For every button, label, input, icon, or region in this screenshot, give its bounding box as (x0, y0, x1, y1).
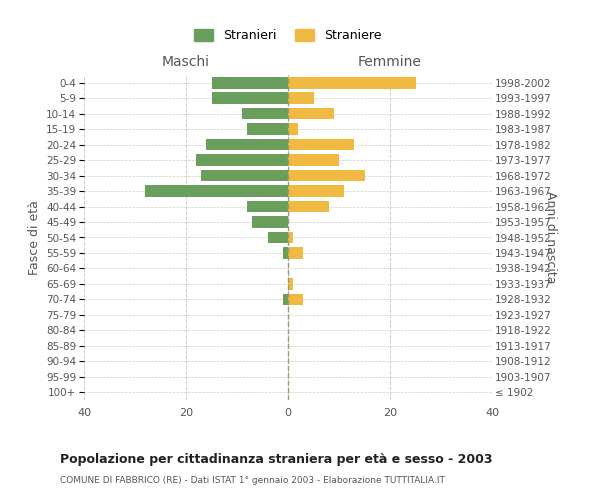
Bar (212, 92, 288, 104)
Text: Femmine: Femmine (358, 54, 422, 68)
Bar (288, 77, 415, 88)
Bar (202, 170, 288, 181)
Bar (288, 154, 339, 166)
Bar (288, 232, 293, 243)
Bar (283, 247, 288, 259)
Bar (288, 170, 365, 181)
Bar (247, 200, 288, 212)
Bar (253, 216, 288, 228)
Bar (247, 124, 288, 135)
Text: Maschi: Maschi (162, 54, 210, 68)
Bar (288, 139, 354, 150)
Text: COMUNE DI FABBRICO (RE) - Dati ISTAT 1° gennaio 2003 - Elaborazione TUTTITALIA.I: COMUNE DI FABBRICO (RE) - Dati ISTAT 1° … (60, 476, 445, 485)
Bar (212, 77, 288, 88)
Bar (242, 108, 288, 120)
Bar (268, 232, 288, 243)
Bar (288, 124, 298, 135)
Bar (288, 247, 304, 259)
Bar (283, 294, 288, 305)
Bar (196, 154, 288, 166)
Bar (206, 139, 288, 150)
Bar (288, 186, 344, 197)
Bar (288, 278, 293, 289)
Bar (288, 200, 329, 212)
Legend: Stranieri, Straniere: Stranieri, Straniere (194, 29, 382, 42)
Y-axis label: Anni di nascita: Anni di nascita (544, 191, 557, 284)
Bar (145, 186, 288, 197)
Bar (288, 108, 334, 120)
Bar (288, 294, 304, 305)
Bar (288, 92, 314, 104)
Y-axis label: Fasce di età: Fasce di età (28, 200, 41, 275)
Text: Popolazione per cittadinanza straniera per età e sesso - 2003: Popolazione per cittadinanza straniera p… (60, 452, 493, 466)
